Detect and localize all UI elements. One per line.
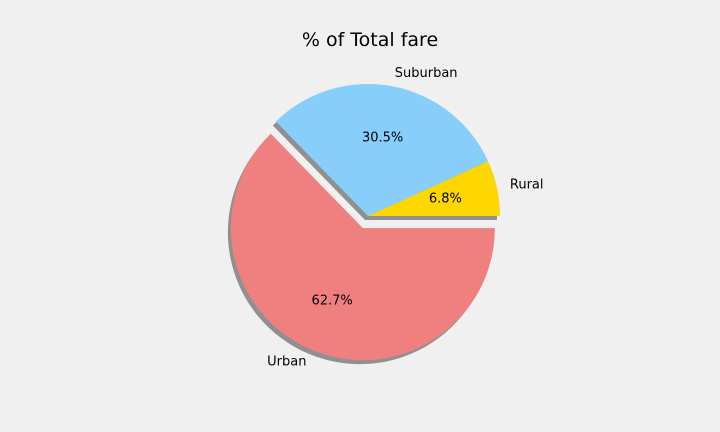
pct-label-suburban: 30.5% — [362, 131, 403, 146]
slice-label-rural: Rural — [510, 178, 544, 193]
pie-slice-urban — [230, 133, 495, 361]
chart-title: % of Total fare — [302, 29, 438, 51]
pie-slice-suburban — [275, 83, 489, 216]
slice-label-suburban: Suburban — [395, 66, 458, 81]
slice-label-urban: Urban — [267, 354, 306, 369]
pct-label-urban: 62.7% — [311, 294, 352, 309]
label-layer: Rural 6.8% Suburban 30.5% Urban 62.7% — [267, 66, 543, 370]
pie-slice-rural — [368, 161, 500, 216]
slice-layer — [230, 83, 500, 361]
pct-label-rural: 6.8% — [429, 192, 462, 207]
